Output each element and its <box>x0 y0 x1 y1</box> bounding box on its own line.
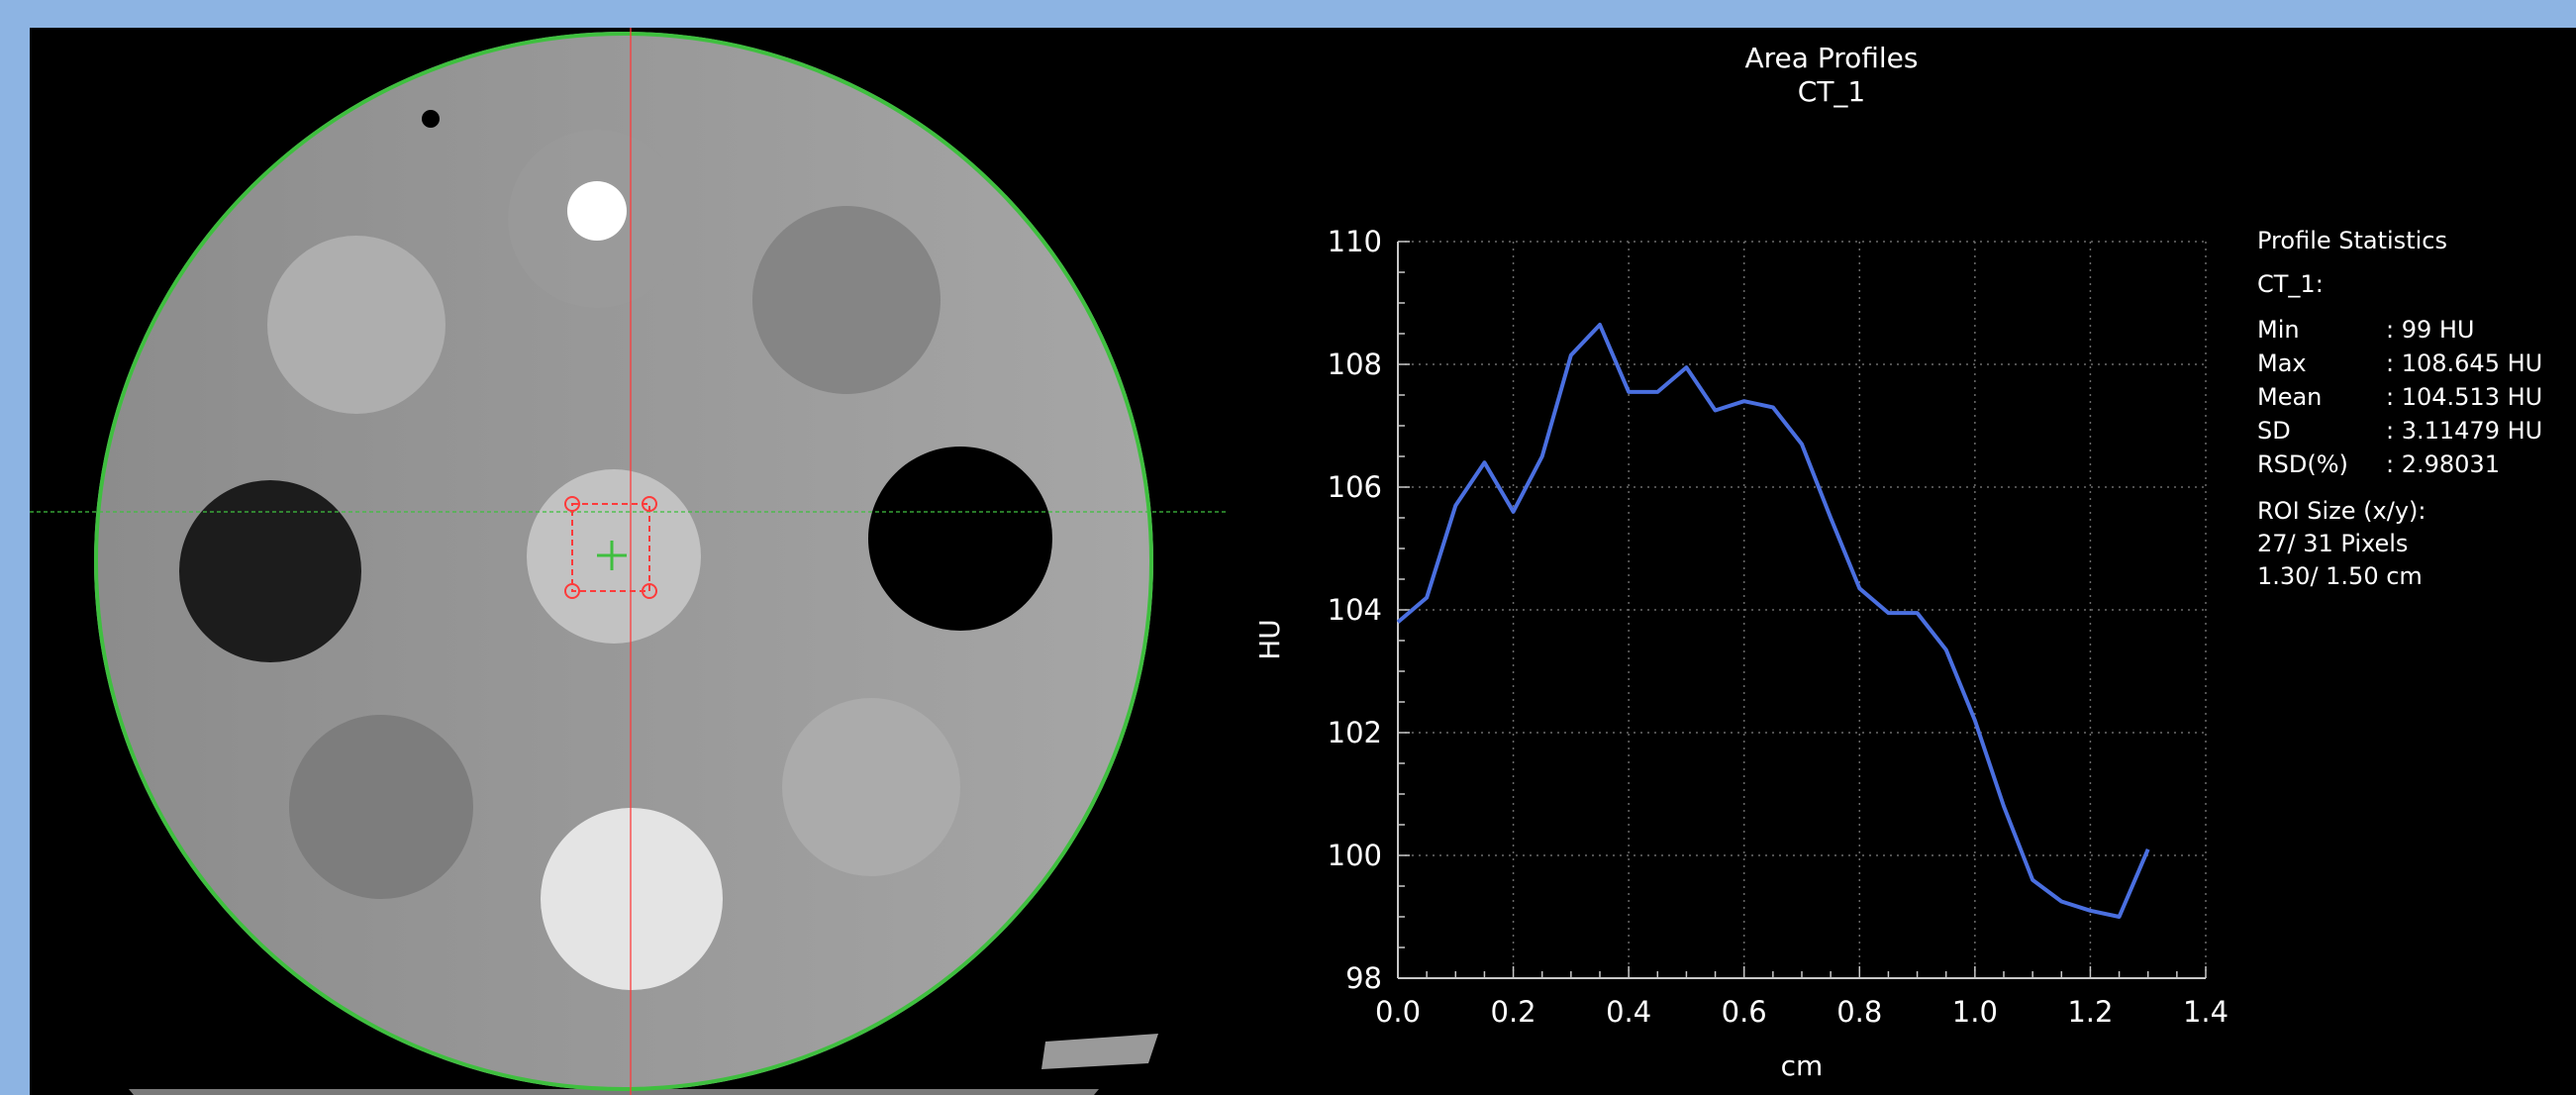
x-tick-label: 1.4 <box>2183 995 2229 1029</box>
stats-row: Mean : 104.513 HU <box>2257 380 2576 414</box>
x-tick-label: 1.0 <box>1952 995 1998 1029</box>
stats-row: SD : 3.11479 HU <box>2257 414 2576 448</box>
roi-handle[interactable] <box>642 496 657 512</box>
roi-handle[interactable] <box>564 496 580 512</box>
y-tick-label: 100 <box>1328 839 1382 872</box>
insert-bright-top <box>567 181 627 241</box>
stats-value: : 3.11479 HU <box>2386 417 2543 445</box>
x-tick-label: 0.8 <box>1836 995 1882 1029</box>
stats-series-label: CT_1: <box>2257 270 2324 298</box>
profile-chart[interactable]: 0.0 0.2 0.4 0.6 0.8 1.0 1.2 1.4 98 100 102 104 106 10… <box>30 28 2576 1095</box>
roi-size-label: ROI Size (x/y): <box>2257 497 2427 525</box>
y-tick-label: 108 <box>1328 348 1382 381</box>
x-tick-label: 0.4 <box>1606 995 1651 1029</box>
stats-row: Max : 108.645 HU <box>2257 347 2576 380</box>
insert-upper-right <box>752 206 941 394</box>
x-tick-label: 0.6 <box>1722 995 1767 1029</box>
y-tick-label: 104 <box>1328 593 1382 627</box>
insert-bright-bottom <box>541 808 723 990</box>
roi-center-cross <box>597 541 627 570</box>
stats-label: Max <box>2257 349 2307 377</box>
insert-lower-left <box>289 715 473 899</box>
stats-value: : 104.513 HU <box>2386 383 2543 411</box>
insert-lower-right <box>782 698 960 876</box>
ct-image[interactable] <box>30 28 1262 1095</box>
insert-left-dark <box>179 480 361 662</box>
stats-row: Min : 99 HU <box>2257 313 2576 347</box>
couch-artifact-right <box>1041 1034 1158 1069</box>
y-tick-label: 106 <box>1328 470 1382 504</box>
stats-row: RSD(%) : 2.98031 <box>2257 448 2576 481</box>
stats-value: : 99 HU <box>2386 316 2475 344</box>
stats-value: : 108.645 HU <box>2386 349 2543 377</box>
insert-upper-left <box>267 236 446 414</box>
stats-label: RSD(%) <box>2257 450 2348 478</box>
profile-series-line <box>1396 323 2150 919</box>
couch-artifact <box>129 1089 1099 1095</box>
stats-label: Mean <box>2257 383 2323 411</box>
image-viewport[interactable]: Area Profiles CT_1 0.0 0.2 0.4 0.6 0.8 1.0 1.2… <box>30 28 2576 1095</box>
y-tick-label: 102 <box>1328 716 1382 749</box>
roi-box[interactable] <box>564 496 657 599</box>
y-tick-label: 110 <box>1328 225 1382 258</box>
profile-statistics-panel: Profile Statistics CT_1: Min : 99 HU Max:… <box>2257 226 2576 593</box>
y-tick-label: 98 <box>1345 961 1382 995</box>
x-axis-label: cm <box>1781 1049 1824 1082</box>
stats-value: : 2.98031 <box>2386 450 2500 478</box>
roi-handle[interactable] <box>642 583 657 599</box>
plot-subtitle: CT_1 <box>1797 75 1866 108</box>
air-dot <box>422 110 440 128</box>
x-tick-label: 0.0 <box>1375 995 1421 1029</box>
stats-label: Min <box>2257 316 2300 344</box>
roi-handle[interactable] <box>564 583 580 599</box>
plot-title: Area Profiles <box>1744 42 1919 74</box>
roi-size-cm: 1.30/ 1.50 cm <box>2257 562 2423 590</box>
phantom-outline[interactable] <box>94 32 1153 1091</box>
insert-right-black <box>868 447 1052 631</box>
x-tick-label: 1.2 <box>2067 995 2113 1029</box>
x-tick-label: 0.2 <box>1491 995 1536 1029</box>
y-axis-label: HU <box>1253 619 1286 660</box>
stats-label: SD <box>2257 417 2291 445</box>
stats-header: Profile Statistics <box>2257 227 2447 254</box>
roi-size-pixels: 27/ 31 Pixels <box>2257 530 2409 557</box>
